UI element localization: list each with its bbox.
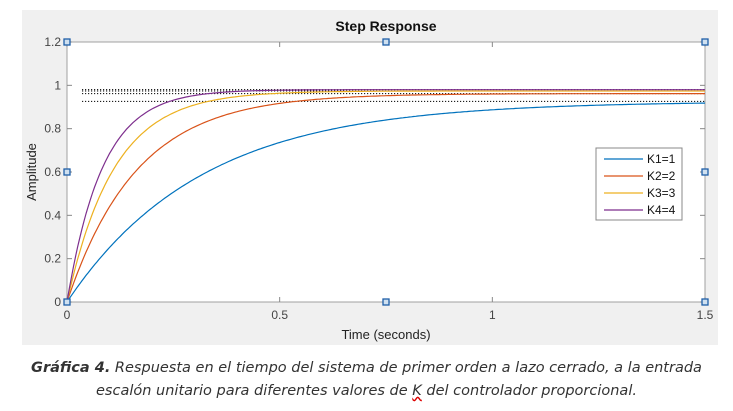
- y-tick-label: 0.4: [44, 208, 61, 222]
- caption-k: K: [412, 383, 422, 399]
- y-tick-label: 1.2: [44, 35, 61, 49]
- y-tick-label: 0.2: [44, 252, 61, 266]
- caption-text: Respuesta en el tiempo del sistema de pr…: [110, 360, 702, 376]
- y-tick-label: 0.8: [44, 122, 61, 136]
- series-line-K1=1: [66, 102, 705, 303]
- y-tick-label: 0: [54, 295, 61, 309]
- selection-handle: [382, 38, 390, 46]
- x-tick-label: 0: [64, 308, 71, 322]
- legend: [595, 147, 683, 221]
- legend-label: K1=1: [647, 152, 676, 166]
- series-line-K4=4: [66, 89, 705, 303]
- legend-label: K3=3: [647, 186, 676, 200]
- y-tick-label: 0.6: [44, 165, 61, 179]
- x-tick-label: 1.5: [697, 308, 714, 322]
- step-response-chart: Step Response Time (seconds) Amplitude 0 0.5…: [24, 18, 714, 342]
- x-tick-label: 1: [489, 308, 496, 322]
- chart-title: Step Response: [335, 18, 436, 34]
- selection-handle: [382, 298, 390, 306]
- legend-label: K2=2: [647, 169, 676, 183]
- figure-caption: Gráfica 4. Respuesta en el tiempo del si…: [0, 357, 733, 403]
- series-line-K3=3: [66, 90, 705, 303]
- legend-label: K4=4: [647, 203, 676, 217]
- caption-label: Gráfica 4.: [31, 360, 111, 376]
- selection-handle: [63, 38, 71, 46]
- selection-handle: [63, 298, 71, 306]
- x-tick-label: 0.5: [271, 308, 288, 322]
- series-line-K2=2: [66, 93, 705, 303]
- y-tick-label: 1: [54, 78, 61, 92]
- selection-handle: [701, 168, 709, 176]
- caption-text: del controlador proporcional.: [421, 383, 637, 399]
- selection-handle: [63, 168, 71, 176]
- selection-handle: [701, 38, 709, 46]
- y-axis-label: Amplitude: [24, 143, 39, 201]
- x-axis-label: Time (seconds): [341, 327, 430, 342]
- selection-handle: [701, 298, 709, 306]
- caption-text: escalón unitario para diferentes valores…: [96, 383, 413, 399]
